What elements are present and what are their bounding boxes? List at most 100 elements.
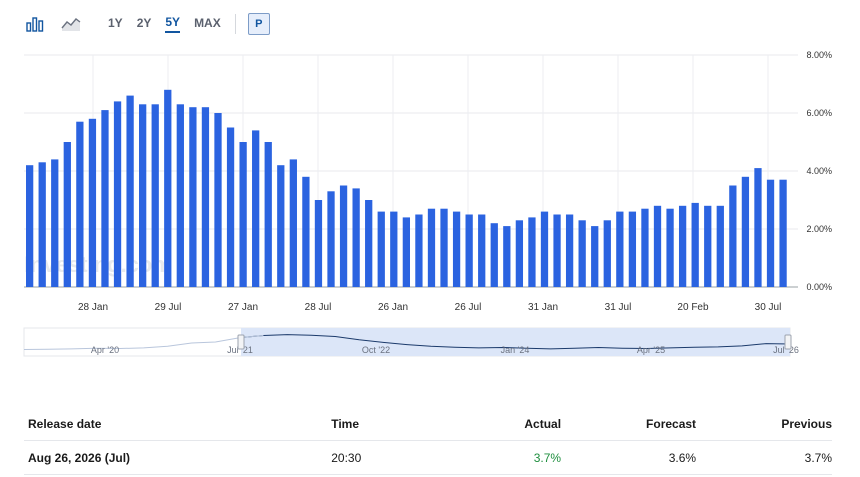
bar[interactable] xyxy=(226,127,235,288)
navigator-label: Jul '21 xyxy=(227,345,253,355)
bar[interactable] xyxy=(427,208,436,287)
bar[interactable] xyxy=(540,211,549,287)
bar[interactable] xyxy=(126,95,134,287)
bar[interactable] xyxy=(314,200,323,287)
navigator-selection xyxy=(241,328,790,356)
bar[interactable] xyxy=(641,208,649,287)
cell-forecast: 3.6% xyxy=(668,450,697,465)
bar[interactable] xyxy=(139,104,147,287)
range-5y-button[interactable]: 5Y xyxy=(165,15,181,33)
bar[interactable] xyxy=(716,205,724,287)
cell-actual: 3.7% xyxy=(533,450,562,465)
navigator-label: Oct '22 xyxy=(362,345,390,355)
bar[interactable] xyxy=(38,162,46,287)
bar[interactable] xyxy=(628,211,637,287)
bar[interactable] xyxy=(327,191,335,287)
bar[interactable] xyxy=(591,226,599,287)
x-tick-label: 26 Jan xyxy=(378,302,408,313)
bar[interactable] xyxy=(691,202,699,287)
bar[interactable] xyxy=(578,220,586,287)
bar[interactable] xyxy=(729,185,737,288)
bar[interactable] xyxy=(415,214,423,288)
bar[interactable] xyxy=(252,130,260,287)
bar[interactable] xyxy=(264,142,272,287)
y-tick-label: 8.00% xyxy=(806,50,832,60)
navigator-label: Jul '26 xyxy=(773,345,799,355)
watermark: Investing.com xyxy=(24,252,172,277)
bar[interactable] xyxy=(779,179,787,287)
cell-release-date: Aug 26, 2026 (Jul) xyxy=(28,450,131,465)
bar[interactable] xyxy=(352,188,360,287)
bar[interactable] xyxy=(528,217,536,287)
y-tick-label: 0.00% xyxy=(806,282,832,292)
bar[interactable] xyxy=(365,200,373,287)
p-button[interactable]: P xyxy=(247,13,270,35)
bar[interactable] xyxy=(51,159,59,287)
bar[interactable] xyxy=(666,208,674,287)
header-time: Time xyxy=(331,416,360,431)
bar[interactable] xyxy=(440,208,448,287)
bar[interactable] xyxy=(377,211,385,287)
x-tick-label: 30 Jul xyxy=(755,302,782,313)
y-tick-label: 6.00% xyxy=(806,108,832,118)
bar[interactable] xyxy=(101,110,109,287)
bar[interactable] xyxy=(76,121,84,287)
bar[interactable] xyxy=(452,211,461,287)
table-row: Aug 26, 2026 (Jul) 20:30 3.7% 3.6% 3.7% xyxy=(24,441,832,475)
line-chart-icon[interactable] xyxy=(60,13,82,35)
navigator-label: Apr '25 xyxy=(637,345,665,355)
bar[interactable] xyxy=(515,220,524,287)
range-2y-button[interactable]: 2Y xyxy=(136,16,152,30)
header-previous: Previous xyxy=(781,416,833,431)
bar[interactable] xyxy=(766,179,775,287)
toolbar-divider xyxy=(234,14,236,34)
bar[interactable] xyxy=(678,205,687,287)
table-header-row: Release date Time Actual Forecast Previo… xyxy=(24,407,832,441)
bar[interactable] xyxy=(754,168,762,287)
bar[interactable] xyxy=(289,159,297,287)
x-tick-label: 29 Jul xyxy=(155,302,182,313)
x-tick-label: 27 Jan xyxy=(228,302,258,313)
range-max-button[interactable]: MAX xyxy=(194,16,221,30)
bar[interactable] xyxy=(503,226,511,287)
range-1y-button[interactable]: 1Y xyxy=(108,16,123,30)
bar[interactable] xyxy=(390,211,398,287)
navigator-right-handle[interactable] xyxy=(784,334,792,350)
navigator-label: Apr '20 xyxy=(91,345,119,355)
bar[interactable] xyxy=(339,185,348,288)
bar[interactable] xyxy=(214,113,222,287)
bar[interactable] xyxy=(277,165,285,287)
bar[interactable] xyxy=(565,214,574,288)
bar[interactable] xyxy=(741,176,750,287)
y-axis-ticks: 8.00% 6.00% 4.00% 2.00% 0.00% xyxy=(806,50,832,292)
navigator-left-handle[interactable] xyxy=(237,334,245,350)
chart-bars xyxy=(26,89,787,288)
bar[interactable] xyxy=(302,176,310,287)
bar[interactable] xyxy=(616,211,624,287)
bar[interactable] xyxy=(653,205,662,287)
bar[interactable] xyxy=(63,142,71,287)
bar[interactable] xyxy=(176,104,184,287)
bar[interactable] xyxy=(239,142,247,287)
range-navigator[interactable]: Apr '20 Jul '21 Oct '22 Jan '24 Apr '25 Jul '… xyxy=(0,326,860,360)
bar[interactable] xyxy=(478,214,486,288)
bar[interactable] xyxy=(704,205,712,287)
bar[interactable] xyxy=(490,223,498,287)
bar[interactable] xyxy=(26,165,34,287)
x-tick-label: 26 Jul xyxy=(455,302,482,313)
y-tick-label: 2.00% xyxy=(806,224,832,234)
bar-chart-icon[interactable] xyxy=(24,13,46,35)
bar[interactable] xyxy=(113,101,122,288)
bar[interactable] xyxy=(201,107,210,287)
navigator-label: Jan '24 xyxy=(501,345,530,355)
bar[interactable] xyxy=(402,217,410,287)
bar-chart: Investing.com 8.00%6.00%4.00%2.00%0.00% … xyxy=(24,50,832,313)
bar[interactable] xyxy=(465,214,473,288)
x-axis-ticks: 28 Jan 29 Jul 27 Jan 28 Jul 26 Jan 26 Jul 31 J… xyxy=(78,302,781,313)
bar[interactable] xyxy=(553,214,561,288)
bar[interactable] xyxy=(189,107,197,287)
bar[interactable] xyxy=(88,118,97,287)
bar[interactable] xyxy=(603,220,611,287)
bar[interactable] xyxy=(164,89,172,287)
bar[interactable] xyxy=(151,104,159,287)
